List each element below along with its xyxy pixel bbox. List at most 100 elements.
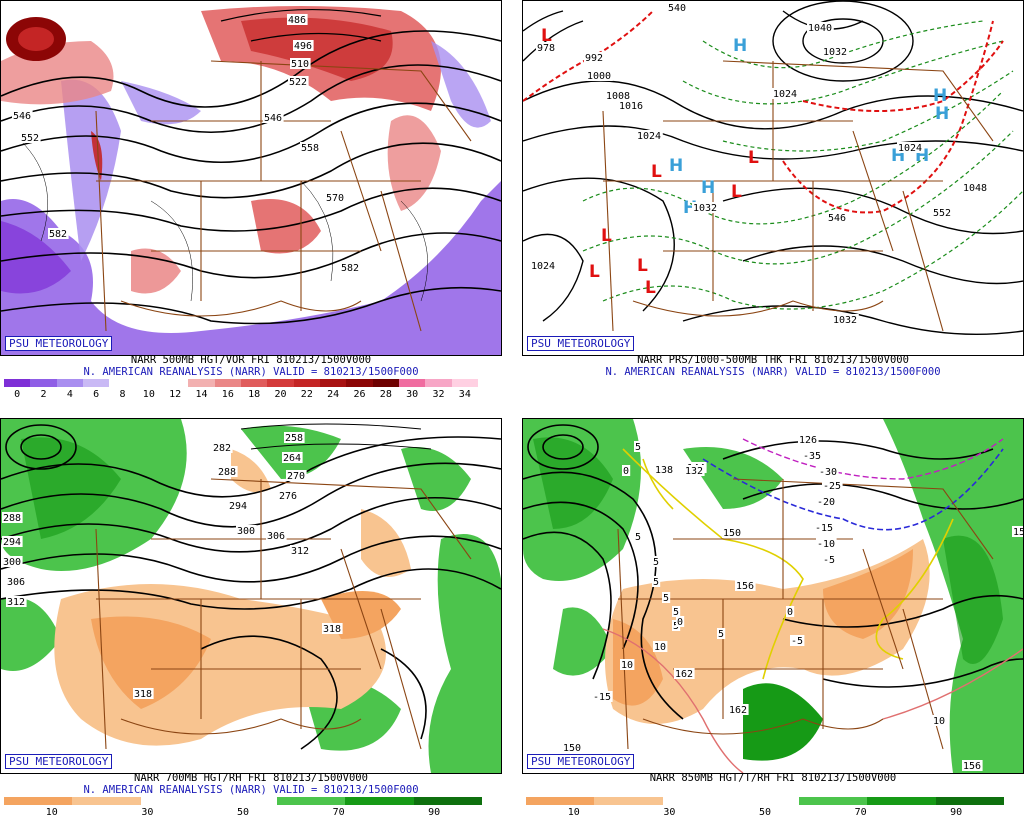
panel-850mb-temp-rh: 126138144150156162162156150132-35-30-25-… (522, 418, 1024, 826)
contour-label: -25 (823, 481, 841, 492)
contour-label: 126 (799, 435, 817, 446)
colorbar-segment (4, 797, 73, 805)
colorbar-tick-label: 8 (119, 389, 126, 400)
panel-title-line1: NARR 850MB HGT/T/RH FRI 810213/1500V000 (649, 772, 897, 784)
low-pressure-symbol: L (651, 162, 662, 182)
contour-label: 300 (3, 557, 21, 568)
rh-colorbar (4, 797, 483, 805)
colorbar-segment (109, 379, 137, 387)
contour-label: -5 (791, 636, 803, 647)
contour-label-bg (562, 742, 583, 753)
colorbar-tick-label: 10 (142, 389, 155, 400)
contour-label-bg (676, 616, 685, 627)
panel-title-line2: N. AMERICAN REANALYSIS (NARR) VALID = 81… (83, 784, 419, 796)
contour-label-bg (652, 556, 661, 567)
contour-label-bg (932, 207, 953, 218)
psu-meteorology-badge: PSU METEOROLOGY (5, 754, 113, 769)
contour-label-bg (1012, 526, 1023, 537)
colorbar-segment (451, 379, 479, 387)
contour-label-bg (287, 14, 308, 25)
panel-title-line2: N. AMERICAN REANALYSIS (NARR) VALID = 81… (605, 366, 941, 378)
contour-label: 978 (537, 43, 555, 54)
contour-label-bg (728, 704, 749, 715)
contour-label: 1024 (773, 89, 797, 100)
contour-label: 546 (13, 111, 31, 122)
colorbar-tick-label: 50 (758, 807, 772, 818)
contour-label: 10 (933, 716, 945, 727)
panel-title-line1: NARR 500MB HGT/VOR FRI 810213/1500V000 (130, 354, 372, 366)
contour-label-bg (236, 525, 257, 536)
colorbar-tick-label: 30 (141, 807, 154, 818)
contour-label-bg (592, 691, 613, 702)
contour-label: 552 (933, 208, 951, 219)
contour-label-bg (962, 182, 989, 193)
contour-label: -5 (823, 555, 835, 566)
contour-label-bg (827, 212, 848, 223)
colorbar-segment (594, 797, 664, 805)
contour-label-bg (620, 659, 635, 670)
contour-label-bg (266, 530, 287, 541)
contour-label: 150 (723, 528, 741, 539)
contour-label-bg (735, 580, 756, 591)
colorbar-tick-label: 0 (14, 389, 21, 400)
contour-label-bg (584, 52, 605, 63)
contour-label-bg (325, 192, 346, 203)
low-pressure-symbol: L (589, 262, 600, 282)
contour-label-bg (772, 88, 799, 99)
contour-label: 10 (621, 660, 633, 671)
contour-label-bg (217, 466, 238, 477)
contour-label: 570 (326, 193, 344, 204)
contour-label-bg (818, 466, 839, 477)
colorbar-tick-label: 6 (93, 389, 100, 400)
contour-label-bg (822, 46, 849, 57)
contour-label: 486 (288, 15, 306, 26)
contour-label-bg (322, 623, 343, 634)
contour-label: -15 (593, 692, 611, 703)
contour-label: 282 (213, 443, 231, 454)
contour-label: 1040 (808, 23, 832, 34)
low-pressure-symbol: L (731, 182, 742, 202)
rh-colorbar-ticks: 10 30 50 70 90 (526, 807, 1004, 819)
high-pressure-symbol: H (701, 178, 715, 198)
contour-label: 15 (1013, 527, 1023, 538)
contour-label: 510 (291, 59, 309, 70)
contour-label-bg (20, 132, 41, 143)
colorbar-segment (267, 379, 295, 387)
contour-label-bg (622, 465, 631, 476)
colorbar-tick-label: 34 (458, 389, 471, 400)
contour-label-bg (652, 576, 661, 587)
colorbar-segment (935, 797, 1005, 805)
colorbar-tick-label: 50 (236, 807, 250, 818)
low-pressure-symbol: L (601, 226, 612, 246)
contour-label: 306 (7, 577, 25, 588)
contour-label-bg (282, 452, 303, 463)
contour-label-bg (674, 668, 695, 679)
contour-label-bg (212, 442, 233, 453)
map-850mb: 126138144150156162162156150132-35-30-25-… (522, 418, 1024, 774)
contour-label-bg (667, 2, 688, 13)
panel-500mb-vorticity: 486 496 510 522 546 546 552 558 570 582 582 PSU ME… (0, 0, 502, 408)
colorbar-tick-label: 90 (950, 807, 963, 818)
contour-label: 546 (264, 113, 282, 124)
contour-label: 300 (237, 526, 255, 537)
contour-label: -30 (819, 467, 837, 478)
contour-label-bg (586, 70, 613, 81)
colorbar-tick-label: 22 (300, 389, 313, 400)
contour-label-bg (6, 576, 27, 587)
low-pressure-symbol: L (748, 148, 759, 168)
contour-label: 1032 (823, 47, 847, 58)
contour-label: 276 (279, 491, 297, 502)
contour-label-bg (798, 434, 819, 445)
contour-label-bg (634, 441, 643, 452)
colorbar-segment (214, 379, 242, 387)
contour-label-bg (816, 538, 837, 549)
contour-label-bg (605, 90, 632, 101)
contour-label: 156 (963, 761, 981, 772)
low-pressure-symbol: L (541, 26, 552, 46)
high-pressure-symbol: H (935, 104, 949, 124)
contour-label: 162 (729, 705, 747, 716)
contour-label: 0 (787, 607, 793, 618)
colorbar-segment (83, 379, 110, 387)
contour-label-bg (636, 130, 663, 141)
contour-label: 138 (655, 465, 673, 476)
